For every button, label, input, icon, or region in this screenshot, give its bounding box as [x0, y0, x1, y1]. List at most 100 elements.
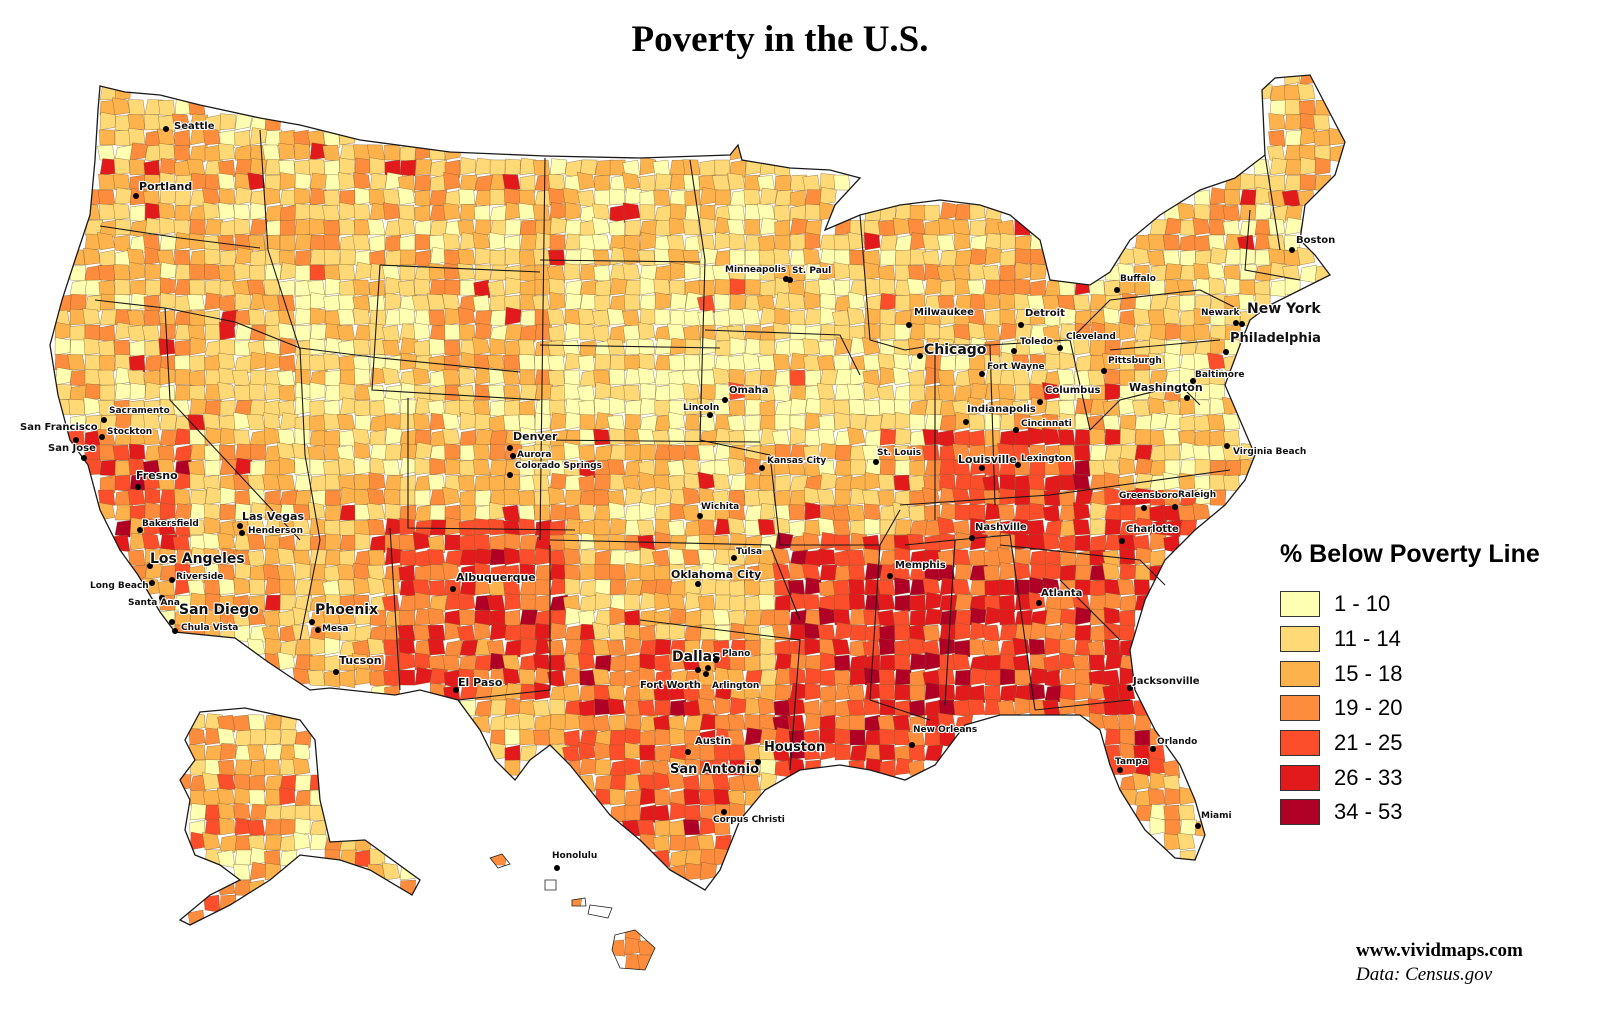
- county-cell: [1089, 594, 1107, 611]
- county-cell: [1177, 504, 1196, 522]
- county-cell: [607, 639, 626, 656]
- county-cell: [354, 261, 373, 281]
- county-cell: [399, 249, 417, 266]
- county-cell: [519, 609, 538, 626]
- legend-title: % Below Poverty Line: [1280, 540, 1540, 568]
- county-cell: [1284, 278, 1301, 296]
- county-cell: [443, 669, 461, 688]
- county-cell: [339, 157, 356, 176]
- county-cell: [1058, 399, 1076, 417]
- county-cell: [997, 383, 1016, 401]
- county-cell: [937, 369, 956, 386]
- county-cell: [217, 172, 236, 191]
- county-cell: [429, 519, 448, 536]
- county-cell: [159, 548, 176, 566]
- county-cell: [816, 354, 836, 373]
- county-cell: [322, 204, 341, 221]
- county-cell: [174, 368, 192, 386]
- county-cell: [547, 339, 566, 358]
- county-cell: [1089, 444, 1107, 461]
- county-cell: [444, 339, 461, 356]
- county-cell: [744, 279, 761, 296]
- county-cell: [609, 444, 628, 461]
- county-cell: [998, 579, 1016, 596]
- county-cell: [129, 339, 146, 359]
- county-cell: [938, 218, 956, 236]
- county-cell: [1147, 249, 1166, 267]
- city-label: Pittsburgh: [1108, 356, 1162, 366]
- county-cell: [1104, 639, 1121, 656]
- county-cell: [892, 366, 911, 386]
- county-cell: [1074, 624, 1092, 642]
- city-label: Raleigh: [1178, 490, 1216, 500]
- county-cell: [1239, 263, 1257, 281]
- county-cell: [1164, 294, 1184, 313]
- county-cell: [1149, 369, 1168, 387]
- county-cell: [818, 339, 836, 357]
- county-cell: [54, 367, 73, 386]
- county-cell: [1059, 684, 1076, 701]
- county-cell: [276, 442, 296, 461]
- county-cell: [353, 308, 371, 326]
- county-cell: [204, 248, 221, 266]
- county-cell: [189, 337, 207, 356]
- county-cell: [549, 444, 567, 462]
- county-cell: [667, 593, 686, 611]
- county-cell: [203, 412, 221, 431]
- county-cell: [1118, 624, 1136, 641]
- county-cell: [1118, 457, 1136, 476]
- county-cell: [892, 217, 911, 236]
- county-cell: [519, 174, 536, 193]
- county-cell: [878, 264, 896, 283]
- county-cell: [1119, 444, 1138, 461]
- county-cell: [757, 519, 776, 536]
- county-cell: [624, 187, 642, 206]
- county-cell: [594, 504, 612, 521]
- county-cell: [609, 473, 626, 491]
- county-cell: [533, 489, 551, 507]
- county-cell: [397, 187, 416, 206]
- county-cell: [1209, 474, 1226, 491]
- county-cell: [277, 474, 296, 491]
- county-cell: [652, 834, 671, 854]
- state-border: [259, 129, 301, 351]
- city-label: Virginia Beach: [1233, 447, 1306, 457]
- city-dot: [333, 669, 339, 675]
- county-cell: [187, 324, 206, 341]
- county-cell: [669, 834, 686, 851]
- county-cell: [1072, 502, 1091, 521]
- county-cell: [954, 474, 973, 491]
- county-cell: [954, 294, 973, 311]
- city-dot: [133, 193, 139, 199]
- county-cell: [278, 384, 296, 402]
- county-cell: [789, 249, 808, 266]
- county-cell: [937, 549, 956, 568]
- county-cell: [384, 249, 402, 268]
- county-cell: [189, 309, 206, 327]
- county-cell: [489, 459, 508, 476]
- county-cell: [774, 339, 793, 358]
- county-cell: [444, 399, 461, 417]
- county-cell: [801, 563, 821, 581]
- city-dot: [507, 472, 513, 478]
- legend-swatch: [1280, 730, 1320, 757]
- county-cell: [654, 654, 671, 672]
- county-cell: [309, 458, 326, 476]
- county-cell: [1072, 473, 1091, 491]
- county-cell: [863, 609, 881, 626]
- county-cell: [68, 399, 86, 416]
- county-cell: [879, 234, 898, 252]
- county-cell: [114, 519, 133, 538]
- county-cell: [624, 742, 641, 761]
- city-dot: [1141, 505, 1147, 511]
- county-cell: [698, 519, 716, 536]
- county-cell: [847, 504, 866, 522]
- county-cell: [444, 639, 463, 659]
- county-cell: [759, 727, 778, 746]
- county-cell: [1209, 247, 1228, 266]
- city-label: Cincinnati: [1021, 419, 1072, 429]
- county-cell: [339, 519, 356, 537]
- county-cell: [833, 174, 851, 191]
- county-cell: [502, 504, 521, 523]
- county-cell: [1102, 307, 1121, 326]
